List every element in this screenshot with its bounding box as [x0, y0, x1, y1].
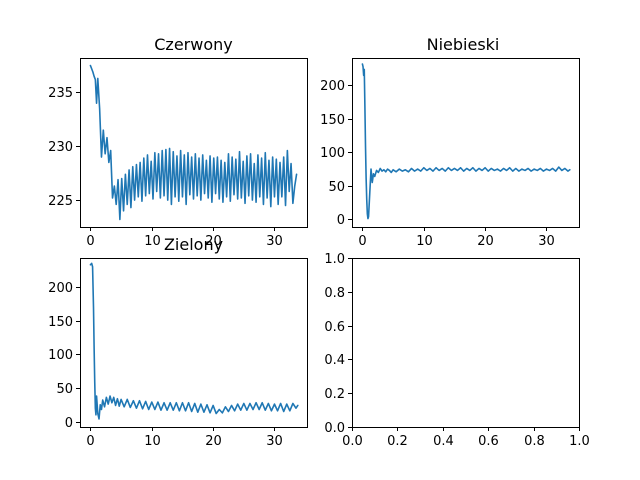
y-tick-label: 0.6: [324, 320, 345, 335]
x-tick-label: 30: [266, 434, 283, 449]
y-tick-label: 1.0: [324, 252, 345, 267]
x-tick-label: 30: [266, 234, 283, 249]
plot-area-zielony: 0 10 20 30 0 50 100 150 200: [48, 258, 308, 449]
subplot-czerwony: 0 10 20 30 225 230 235 Czerwony: [48, 35, 308, 249]
plot-area-empty: 0.0 0.2 0.4 0.6 0.8 1.0 0.0 0.2 0.4 0.6 0.8 1.0: [324, 252, 590, 449]
x-tick-label: 0.6: [478, 434, 499, 449]
x-tick-label: 20: [205, 234, 222, 249]
y-tick-label: 0: [65, 416, 73, 431]
axes-frame-empty: [352, 258, 580, 428]
series-line-niebieski: [361, 63, 571, 220]
x-tick-label: 30: [538, 234, 555, 249]
axes-frame-zielony: [80, 258, 308, 428]
y-tick-label: 235: [48, 86, 73, 101]
x-tick-label: 0: [86, 434, 94, 449]
y-tick-label: 230: [48, 140, 73, 155]
x-tick-label: 0.2: [387, 434, 408, 449]
x-tick-label: 0.8: [524, 434, 545, 449]
subplot-title-niebieski: Niebieski: [427, 35, 500, 54]
y-tick-label: 200: [320, 79, 345, 94]
y-tick-label: 150: [320, 113, 345, 128]
plot-area-czerwony: 0 10 20 30 225 230 235: [48, 58, 308, 249]
subplot-title-zielony: Zielony: [164, 235, 223, 254]
x-tick-label: 10: [416, 234, 433, 249]
series-line-zielony: [89, 262, 299, 420]
y-tick-label: 0.4: [324, 353, 345, 368]
y-tick-label: 200: [48, 281, 73, 296]
y-tick-label: 100: [320, 146, 345, 161]
y-tick-label: 0: [337, 213, 345, 228]
y-tick-label: 100: [48, 348, 73, 363]
y-tick-label: 50: [56, 382, 73, 397]
y-tick-label: 50: [328, 180, 345, 195]
subplot-title-czerwony: Czerwony: [154, 35, 232, 54]
series-line-czerwony: [89, 64, 298, 221]
x-tick-label: 20: [477, 234, 494, 249]
y-tick-label: 225: [48, 194, 73, 209]
y-tick-label: 150: [48, 315, 73, 330]
x-tick-label: 0: [358, 234, 366, 249]
subplot-empty: 0.0 0.2 0.4 0.6 0.8 1.0 0.0 0.2 0.4 0.6 0.8 1.0: [324, 252, 590, 449]
y-tick-label: 0.8: [324, 286, 345, 301]
x-tick-label: 20: [205, 434, 222, 449]
y-tick-label: 0.0: [324, 421, 345, 436]
plot-area-niebieski: 0 10 20 30 0 50 100 150 200: [320, 58, 580, 249]
x-tick-label: 1.0: [569, 434, 590, 449]
subplot-niebieski: 0 10 20 30 0 50 100 150 200 Niebieski: [320, 35, 580, 249]
x-tick-label: 0: [86, 234, 94, 249]
axes-frame-niebieski: [352, 58, 580, 228]
x-tick-label: 10: [144, 434, 161, 449]
axes-frame-czerwony: [80, 58, 308, 228]
x-tick-label: 10: [144, 234, 161, 249]
y-tick-label: 0.2: [324, 387, 345, 402]
x-tick-label: 0.0: [342, 434, 363, 449]
x-tick-label: 0.4: [433, 434, 454, 449]
